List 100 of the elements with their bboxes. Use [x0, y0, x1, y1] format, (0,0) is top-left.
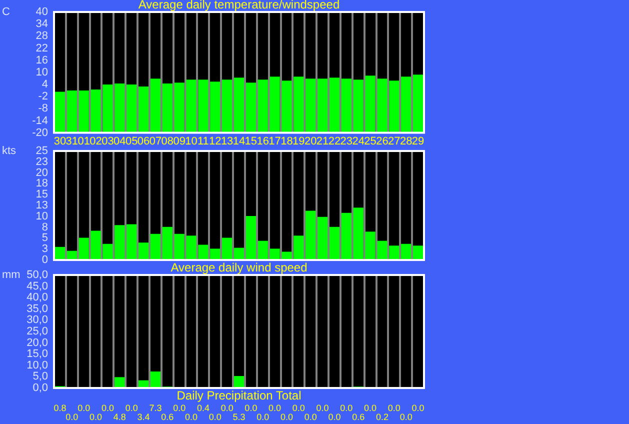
- data-label: 0.0: [316, 402, 329, 413]
- x-tick-label: 09: [173, 135, 186, 148]
- x-tick-label: 13: [220, 135, 234, 148]
- y-tick-label: 0: [42, 254, 48, 266]
- data-label: 0.0: [280, 412, 293, 422]
- x-tick-label: 30: [54, 135, 66, 148]
- x-tick-label: 17: [268, 135, 281, 148]
- x-tick-label: 27: [388, 135, 400, 148]
- x-tick-label: 05: [125, 135, 138, 148]
- y-axis-title: mm: [2, 269, 20, 282]
- data-label: 3.4: [137, 412, 150, 422]
- data-label: 0.0: [220, 402, 234, 413]
- y-tick-label: 5,0: [32, 370, 48, 383]
- y-tick-label: 25,0: [26, 326, 48, 338]
- y-tick-label: 40: [36, 6, 48, 18]
- x-tick-label: 20: [304, 135, 317, 148]
- x-tick-label: 10: [185, 135, 198, 148]
- y-tick-label: 15,0: [26, 348, 48, 360]
- x-tick-label: 29: [412, 135, 424, 148]
- y-tick-label: 25: [36, 145, 48, 158]
- y-tick-label: 34: [36, 18, 48, 30]
- y-axis-title: kts: [2, 145, 17, 158]
- y-tick-label: 28: [36, 30, 48, 42]
- x-tick-label: 15: [244, 135, 258, 148]
- y-tick-label: 10: [36, 66, 48, 78]
- data-label: 0.0: [340, 402, 353, 413]
- x-tick-label: 04: [114, 135, 126, 148]
- data-label: 4.8: [113, 412, 126, 422]
- y-tick-label: 23: [36, 156, 48, 168]
- data-label: 0.0: [185, 412, 198, 422]
- x-axis-title: Daily Precipitation Total: [176, 388, 302, 402]
- x-tick-label: 01: [78, 135, 90, 148]
- x-tick-label: 24: [352, 135, 364, 148]
- y-tick-label: 30,0: [26, 314, 48, 326]
- data-label: 0.6: [352, 412, 365, 422]
- data-label: 7.3: [149, 402, 162, 413]
- data-label: 0.0: [364, 402, 377, 413]
- y-tick-label: 16: [36, 54, 48, 66]
- y-axis-title: C: [2, 6, 10, 18]
- y-tick-label: 20: [36, 166, 48, 179]
- y-tick-label: 13: [36, 200, 48, 212]
- x-axis-title: Average daily wind speed: [170, 260, 308, 274]
- y-tick-label: 8: [42, 221, 48, 234]
- y-tick-label: 20,0: [26, 336, 48, 349]
- x-tick-label: 07: [149, 135, 162, 148]
- y-tick-label: 5: [42, 232, 48, 244]
- x-tick-label: 25: [364, 135, 376, 148]
- x-tick-label: 08: [161, 135, 174, 148]
- data-label: 0.0: [256, 412, 270, 422]
- y-tick-label: 3: [42, 243, 48, 256]
- data-label: 0.0: [173, 402, 186, 413]
- y-tick-label: 10: [36, 210, 48, 222]
- y-tick-label: -20: [32, 126, 48, 139]
- data-label: 0.0: [78, 402, 90, 413]
- data-label: 0.0: [304, 412, 317, 422]
- x-tick-label: 06: [137, 135, 150, 148]
- y-tick-label: -2: [38, 90, 48, 103]
- data-label: 0.0: [90, 412, 102, 422]
- y-tick-label: 18: [36, 178, 48, 190]
- data-label: 0.4: [196, 402, 210, 413]
- data-label: 0.0: [412, 402, 424, 413]
- data-label: 0.0: [66, 412, 78, 422]
- data-label: 0.0: [328, 412, 341, 422]
- x-tick-label: 02: [90, 135, 102, 148]
- y-tick-label: 40,0: [26, 292, 48, 304]
- chart-title: Average daily temperature/windspeed: [138, 0, 340, 12]
- x-tick-label: 28: [400, 135, 412, 148]
- x-tick-label: 11: [197, 135, 209, 148]
- data-label: 0.0: [244, 402, 258, 413]
- data-label: 0.2: [376, 412, 388, 422]
- x-tick-label: 23: [340, 135, 353, 148]
- x-tick-label: 12: [209, 135, 222, 148]
- data-label: 0.8: [54, 402, 66, 413]
- y-tick-label: 0,0: [32, 382, 48, 394]
- y-tick-label: 15: [36, 188, 48, 201]
- x-tick-label: 19: [292, 135, 305, 148]
- data-label: 0.0: [388, 402, 400, 413]
- data-label: 0.0: [101, 402, 114, 413]
- y-tick-label: 45,0: [26, 280, 48, 292]
- x-tick-label: 22: [328, 135, 341, 148]
- data-label: 0.6: [161, 412, 174, 422]
- y-tick-label: -14: [32, 114, 48, 127]
- data-label: 0.0: [125, 402, 138, 413]
- data-label: 0.0: [400, 412, 412, 422]
- y-tick-label: 50,0: [26, 269, 48, 282]
- y-tick-label: 22: [36, 42, 48, 54]
- x-tick-label: 16: [256, 135, 269, 148]
- x-tick-label: 31: [66, 135, 78, 148]
- x-tick-label: 21: [316, 135, 329, 148]
- y-tick-label: 10,0: [26, 359, 48, 372]
- data-label: 0.0: [208, 412, 222, 422]
- data-label: 5.3: [232, 412, 246, 422]
- y-tick-label: -8: [38, 102, 48, 115]
- x-tick-label: 14: [232, 135, 246, 148]
- data-label: 0.0: [292, 402, 305, 413]
- x-tick-label: 03: [102, 135, 114, 148]
- data-label: 0.0: [268, 402, 282, 413]
- y-tick-label: 4: [42, 78, 48, 91]
- y-tick-label: 35,0: [26, 302, 48, 315]
- x-tick-label: 26: [376, 135, 388, 148]
